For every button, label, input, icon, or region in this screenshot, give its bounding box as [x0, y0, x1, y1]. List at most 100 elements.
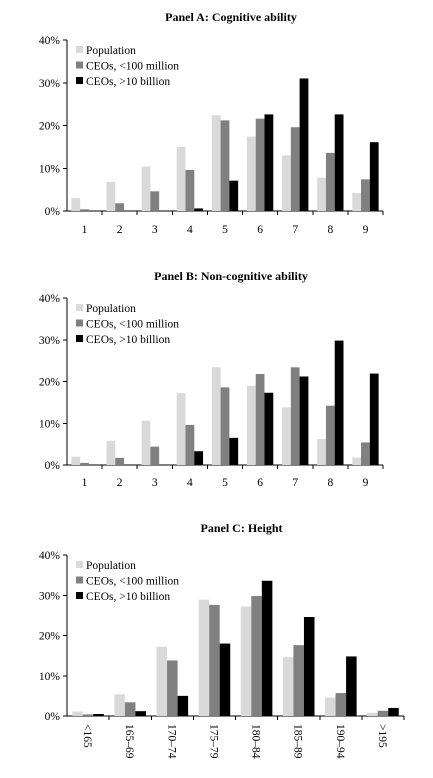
bar-2 [82, 714, 94, 716]
bar-3 [219, 643, 231, 716]
bar-2 [255, 118, 265, 211]
bar-2 [220, 387, 230, 465]
x-tick-label: 4 [187, 477, 193, 489]
bar-2 [80, 209, 89, 211]
bar-1 [282, 155, 291, 211]
bar-2 [115, 203, 125, 211]
y-tick-label: 40% [39, 550, 61, 562]
x-tick-label: >195 [376, 724, 388, 748]
x-tick-label: 7 [292, 224, 298, 236]
x-tick-label: 9 [363, 224, 369, 236]
bar-1 [246, 385, 256, 465]
bar-1 [317, 177, 326, 211]
legend-label: CEOs, <100 million [86, 319, 179, 331]
y-tick-label: 20% [39, 121, 61, 133]
bar-1 [282, 407, 291, 465]
bar-3 [369, 373, 379, 465]
x-tick-label: 6 [257, 224, 263, 236]
y-tick-label: 10% [39, 671, 61, 683]
legend-label: CEOs, >10 billion [86, 591, 170, 603]
x-tick-label: 1 [82, 224, 88, 236]
bar-2 [377, 710, 389, 716]
bar-2 [150, 191, 160, 211]
x-tick-label: 180–84 [250, 724, 262, 759]
legend-label: Population [86, 303, 136, 315]
bar-1 [211, 367, 221, 465]
bar-2 [167, 660, 178, 716]
bar-1 [176, 393, 186, 465]
bar-3 [334, 340, 344, 465]
panel-title: Panel B: Non-cognitive ability [154, 269, 308, 283]
x-tick-label: <165 [81, 724, 93, 748]
panel-2: Panel B: Non-cognitive ability 0% 10% 20% 30… [39, 269, 384, 489]
bar-2 [251, 596, 262, 716]
legend-label: CEOs, >10 billion [86, 76, 170, 88]
bar-2 [124, 702, 136, 716]
x-tick-label: 2 [117, 477, 123, 489]
bar-1 [72, 711, 83, 716]
bar-1 [352, 457, 362, 465]
bar-2 [335, 693, 347, 716]
bar-3 [264, 114, 274, 211]
x-tick-label: 165–69 [123, 724, 135, 759]
bar-2 [220, 120, 230, 211]
bar-1 [176, 146, 186, 211]
bar-2 [325, 152, 335, 211]
bar-3 [346, 656, 357, 716]
y-tick-label: 30% [39, 78, 61, 90]
bar-1 [240, 606, 252, 716]
bar-3 [264, 392, 274, 465]
x-tick-label: 175–79 [207, 724, 219, 759]
legend-swatch [76, 561, 83, 568]
legend-label: CEOs, <100 million [86, 576, 179, 588]
bar-3 [93, 713, 104, 716]
bar-1 [156, 646, 168, 716]
bar-1 [71, 456, 81, 465]
bar-3 [303, 616, 315, 716]
bar-3 [388, 707, 399, 716]
y-tick-label: 40% [39, 35, 61, 47]
bar-2 [209, 604, 220, 716]
bar-3 [261, 580, 273, 716]
bar-3 [299, 78, 309, 211]
bar-1 [246, 136, 256, 211]
bar-1 [317, 439, 326, 465]
x-tick-label: 3 [152, 477, 158, 489]
bar-1 [367, 712, 378, 716]
bar-2 [150, 446, 160, 465]
x-tick-label: 8 [327, 477, 333, 489]
legend-label: CEOs, >10 billion [86, 334, 170, 346]
legend-swatch [76, 46, 83, 53]
bar-3 [229, 437, 239, 465]
bar-1 [325, 697, 336, 716]
x-tick-label: 170–74 [165, 724, 177, 759]
bar-2 [325, 405, 335, 465]
bar-2 [361, 442, 370, 465]
legend-label: Population [86, 45, 136, 57]
bar-2 [290, 367, 300, 465]
x-tick-label: 9 [363, 477, 369, 489]
y-tick-label: 10% [39, 418, 61, 430]
bar-3 [229, 180, 239, 211]
legend-swatch [76, 592, 83, 599]
x-tick-label: 5 [222, 477, 228, 489]
x-tick-label: 3 [152, 224, 158, 236]
bar-1 [352, 193, 362, 211]
panel-title: Panel C: Height [201, 521, 283, 535]
y-tick-label: 0% [45, 711, 61, 723]
x-tick-label: 8 [327, 224, 333, 236]
y-tick-label: 30% [39, 335, 61, 347]
y-tick-label: 20% [39, 377, 61, 389]
bar-2 [290, 127, 300, 211]
bar-3 [369, 142, 379, 211]
bar-2 [185, 169, 195, 211]
x-tick-label: 6 [257, 477, 263, 489]
legend-swatch [76, 61, 83, 69]
legend-swatch [76, 77, 83, 84]
y-tick-label: 0% [45, 206, 61, 218]
bar-2 [255, 373, 265, 465]
bar-2 [361, 179, 370, 211]
bar-1 [71, 198, 81, 211]
legend-label: CEOs, <100 million [86, 61, 179, 73]
